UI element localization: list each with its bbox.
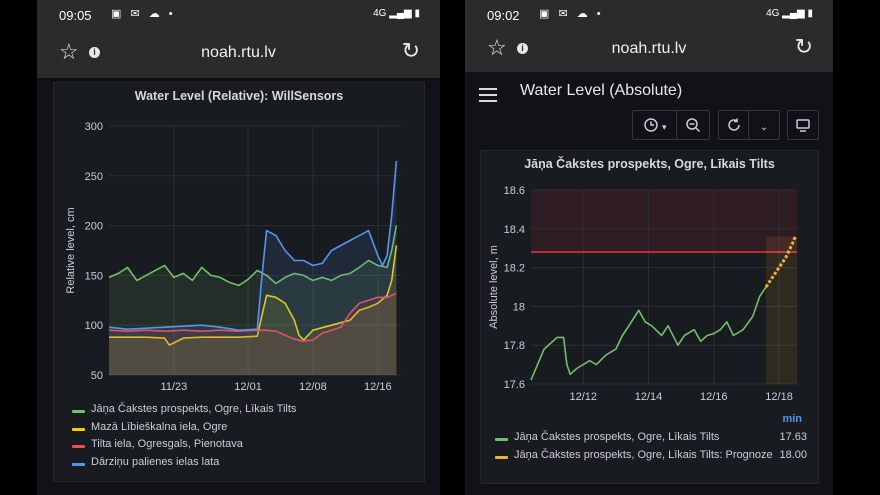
series-line xyxy=(108,225,398,287)
series-area xyxy=(109,293,397,375)
reload-icon[interactable]: ↻ xyxy=(401,38,420,63)
tv-icon xyxy=(796,119,810,132)
legend-item[interactable]: Dārziņu palienes ielas lata xyxy=(72,456,402,474)
legend-item[interactable]: Mazā Lībieškalna iela, Ogre xyxy=(72,421,402,439)
absolute-level-panel: Jāņa Čakstes prospekts, Ogre, Līkais Til… xyxy=(480,150,819,484)
x-tick-label: 11/23 xyxy=(161,381,188,393)
zoom-out-icon xyxy=(686,118,701,133)
legend-label: Jāņa Čakstes prospekts, Ogre, Līkais Til… xyxy=(514,448,773,461)
legend-item[interactable]: Jāņa Čakstes prospekts, Ogre, Līkais Til… xyxy=(72,403,402,421)
series-line xyxy=(764,236,797,288)
legend-item[interactable]: Jāņa Čakstes prospekts, Ogre, Līkais Til… xyxy=(495,431,807,449)
relative-level-chart[interactable]: 300 250 200 150 100 50 11/23 12/01 12/08 12/16 Rel… xyxy=(54,83,424,403)
clock-icon xyxy=(644,118,659,132)
relative-level-panel: Water Level (Relative): WillSensors 300 2… xyxy=(53,82,425,482)
legend-swatch xyxy=(72,410,85,413)
legend-swatch xyxy=(72,427,85,431)
y-tick-label: 50 xyxy=(91,370,103,382)
legend-item[interactable]: Jāņa Čakstes prospekts, Ogre, Līkais Til… xyxy=(495,449,807,467)
time-picker-button[interactable]: ▾ xyxy=(632,110,678,140)
refresh-icon xyxy=(728,118,740,131)
series-area xyxy=(109,160,397,375)
x-tick-label: 12/16 xyxy=(364,381,392,393)
bookmark-star-icon[interactable]: ☆ xyxy=(59,39,79,64)
legend-item[interactable]: Tilta iela, Ogresgals, Pienotava xyxy=(72,438,402,456)
threshold-band xyxy=(531,190,797,253)
bookmark-star-icon[interactable]: ☆ xyxy=(487,35,507,60)
signal-battery-icons: 4G ▂▄▆ ▮ xyxy=(766,8,813,19)
zoom-out-button[interactable] xyxy=(676,110,710,140)
y-tick-label: 18.4 xyxy=(504,224,525,236)
legend-value: 18.00 xyxy=(779,448,807,461)
y-tick-label: 200 xyxy=(85,221,103,233)
refresh-button[interactable] xyxy=(718,110,750,140)
legend-label: Dārziņu palienes ielas lata xyxy=(91,455,220,468)
series-line xyxy=(108,292,397,342)
chart-legend: Jāņa Čakstes prospekts, Ogre, Līkais Til… xyxy=(72,403,402,473)
y-axis-label: Relative level, cm xyxy=(65,207,77,293)
chart-legend: Jāņa Čakstes prospekts, Ogre, Līkais Til… xyxy=(495,431,807,466)
y-tick-label: 150 xyxy=(85,270,103,282)
series-line xyxy=(530,286,767,381)
status-time: 09:02 xyxy=(487,8,520,23)
legend-value: 17.63 xyxy=(779,431,807,443)
url-text[interactable]: noah.rtu.lv xyxy=(201,44,276,61)
series-area xyxy=(109,225,397,375)
x-tick-label: 12/01 xyxy=(234,381,262,393)
legend-swatch xyxy=(495,455,508,459)
right-phone-screen: 09:02 ▣ ✉ ☁ • 4G ▂▄▆ ▮ ☆ i noah.rtu.lv ↻… xyxy=(465,0,833,495)
y-tick-label: 100 xyxy=(85,320,103,332)
y-tick-label: 17.6 xyxy=(504,379,525,391)
x-tick-label: 12/16 xyxy=(700,391,728,403)
site-info-icon[interactable]: i xyxy=(89,47,100,58)
panel-title: Water Level (Relative): WillSensors xyxy=(134,89,344,103)
y-tick-label: 18.2 xyxy=(504,263,525,275)
status-time: 09:05 xyxy=(59,8,92,23)
status-bar: 09:05 ▣ ✉ ☁ • 4G ▂▄▆ ▮ xyxy=(59,8,420,26)
legend-label: Tilta iela, Ogresgals, Pienotava xyxy=(91,438,243,450)
x-tick-label: 12/18 xyxy=(765,391,793,403)
notification-icons: ▣ ✉ ☁ • xyxy=(111,8,176,20)
y-tick-label: 300 xyxy=(85,121,103,133)
tv-mode-button[interactable] xyxy=(787,110,819,140)
absolute-level-chart[interactable]: 18.6 18.4 18.2 18 17.8 17.6 12/12 12/14 12/16 12/… xyxy=(481,151,818,419)
chevron-down-icon: ⌄ xyxy=(759,122,769,133)
legend-label: Jāņa Čakstes prospekts, Ogre, Līkais Til… xyxy=(514,431,720,443)
y-axis-label: Absolute level, m xyxy=(488,245,500,329)
y-tick-label: 18.6 xyxy=(504,185,525,197)
y-tick-label: 18 xyxy=(513,301,525,313)
legend-label: Mazā Lībieškalna iela, Ogre xyxy=(91,420,228,433)
legend-swatch xyxy=(495,438,508,441)
signal-battery-icons: 4G ▂▄▆ ▮ xyxy=(373,8,420,19)
url-bar: ☆ i noah.rtu.lv ↻ xyxy=(37,34,440,74)
panel-title: Jāņa Čakstes prospekts, Ogre, Līkais Til… xyxy=(524,157,775,171)
x-tick-label: 12/14 xyxy=(635,391,663,403)
browser-topbar: 09:02 ▣ ✉ ☁ • 4G ▂▄▆ ▮ ☆ i noah.rtu.lv ↻ xyxy=(465,0,833,72)
unit-label: min xyxy=(782,413,802,425)
legend-swatch xyxy=(72,445,85,448)
reload-icon[interactable]: ↻ xyxy=(794,34,813,59)
url-text[interactable]: noah.rtu.lv xyxy=(611,40,687,57)
url-bar: ☆ i noah.rtu.lv ↻ xyxy=(465,30,833,70)
site-info-icon[interactable]: i xyxy=(517,43,528,54)
legend-swatch xyxy=(72,462,85,466)
x-tick-label: 12/08 xyxy=(299,381,327,393)
dashboard-title[interactable]: Water Level (Absolute) xyxy=(520,82,683,99)
browser-topbar: 09:05 ▣ ✉ ☁ • 4G ▂▄▆ ▮ ☆ i noah.rtu.lv ↻ xyxy=(37,0,440,78)
legend-label: Jāņa Čakstes prospekts, Ogre, Līkais Til… xyxy=(91,403,297,415)
x-tick-label: 12/12 xyxy=(569,391,597,403)
series-line xyxy=(108,160,398,331)
notification-icons: ▣ ✉ ☁ • xyxy=(539,8,604,20)
status-bar: 09:02 ▣ ✉ ☁ • 4G ▂▄▆ ▮ xyxy=(487,8,813,26)
menu-hamburger-icon[interactable] xyxy=(479,88,497,102)
left-phone-screen: 09:05 ▣ ✉ ☁ • 4G ▂▄▆ ▮ ☆ i noah.rtu.lv ↻… xyxy=(37,0,440,495)
refresh-interval-dropdown[interactable]: ⌄ xyxy=(748,110,780,140)
series-area xyxy=(109,245,397,375)
series-line xyxy=(109,245,398,346)
y-tick-label: 250 xyxy=(85,171,103,183)
y-tick-label: 17.8 xyxy=(504,340,525,352)
forecast-area xyxy=(765,236,797,384)
